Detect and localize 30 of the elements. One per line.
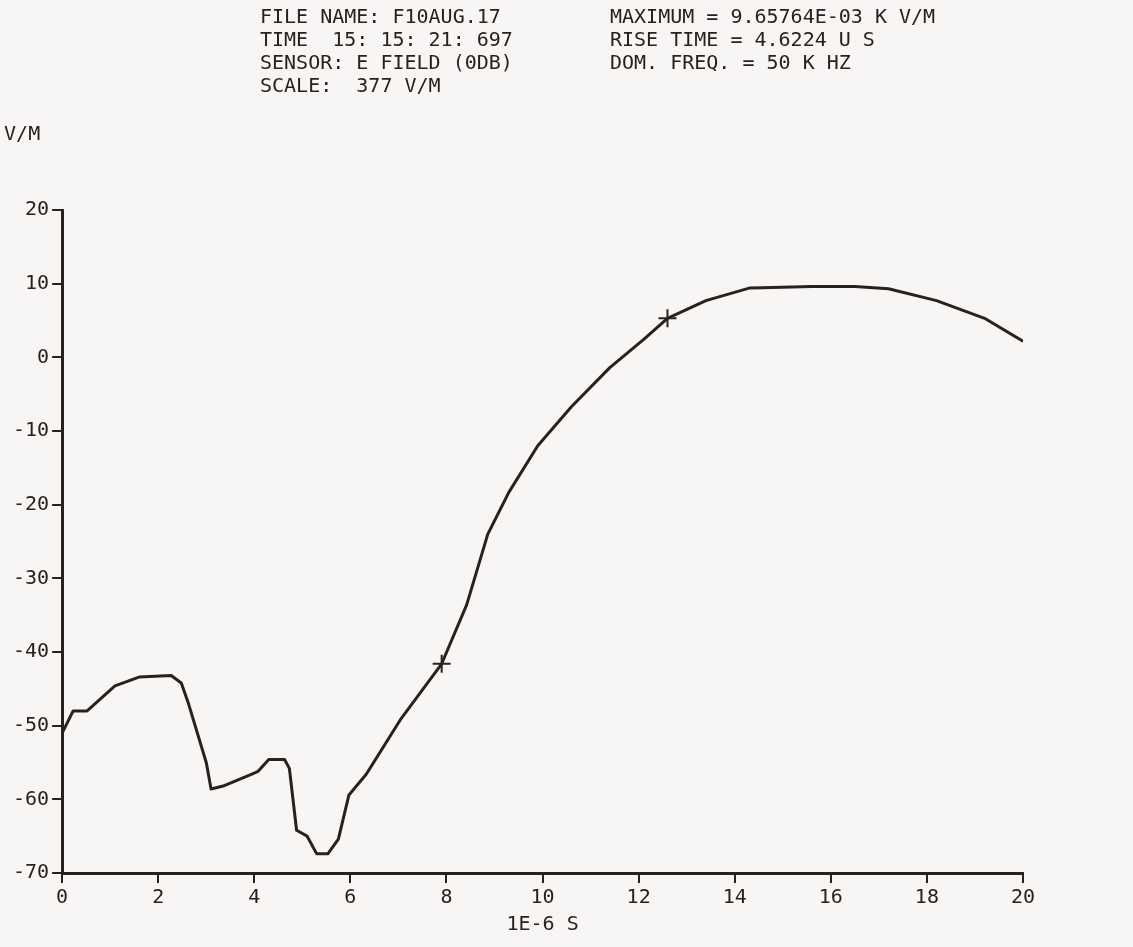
y-tick-label: -60 bbox=[13, 785, 50, 810]
text: RISE TIME = 4.6224 U S bbox=[610, 27, 875, 52]
x-tick-label: 18 bbox=[914, 884, 939, 909]
x-tick-label: 14 bbox=[722, 884, 747, 909]
text: SCALE: 377 V/M bbox=[260, 73, 441, 98]
text: SENSOR: E FIELD (0DB) bbox=[260, 50, 513, 75]
y-tick-label: -40 bbox=[13, 638, 50, 663]
x-tick-label: 12 bbox=[626, 884, 651, 909]
x-tick-label: 4 bbox=[248, 884, 261, 909]
y-tick-label: 20 bbox=[25, 196, 50, 221]
text: TIME 15: 15: 21: 697 bbox=[260, 27, 513, 52]
y-tick-label: -70 bbox=[13, 859, 50, 884]
x-tick-label: 16 bbox=[818, 884, 843, 909]
y-tick-label: 10 bbox=[25, 269, 50, 294]
y-tick-label: -50 bbox=[13, 711, 50, 736]
y-tick-label: -20 bbox=[13, 490, 50, 515]
x-tick-label: 10 bbox=[530, 884, 555, 909]
y-axis-title: V/M bbox=[4, 121, 41, 146]
text: MAXIMUM = 9.65764E-03 K V/M bbox=[610, 4, 936, 29]
x-tick-label: 6 bbox=[344, 884, 357, 909]
y-tick-label: 0 bbox=[37, 343, 50, 368]
text: FILE NAME: F10AUG.17 bbox=[260, 4, 501, 29]
y-tick-label: -10 bbox=[13, 417, 50, 442]
x-tick-label: 2 bbox=[152, 884, 165, 909]
y-tick-label: -30 bbox=[13, 564, 50, 589]
x-tick-label: 20 bbox=[1010, 884, 1036, 909]
x-tick-label: 8 bbox=[440, 884, 453, 909]
text: DOM. FREQ. = 50 K HZ bbox=[610, 50, 851, 75]
x-tick-label: 0 bbox=[56, 884, 69, 909]
x-axis-title: 1E-6 S bbox=[506, 911, 579, 936]
